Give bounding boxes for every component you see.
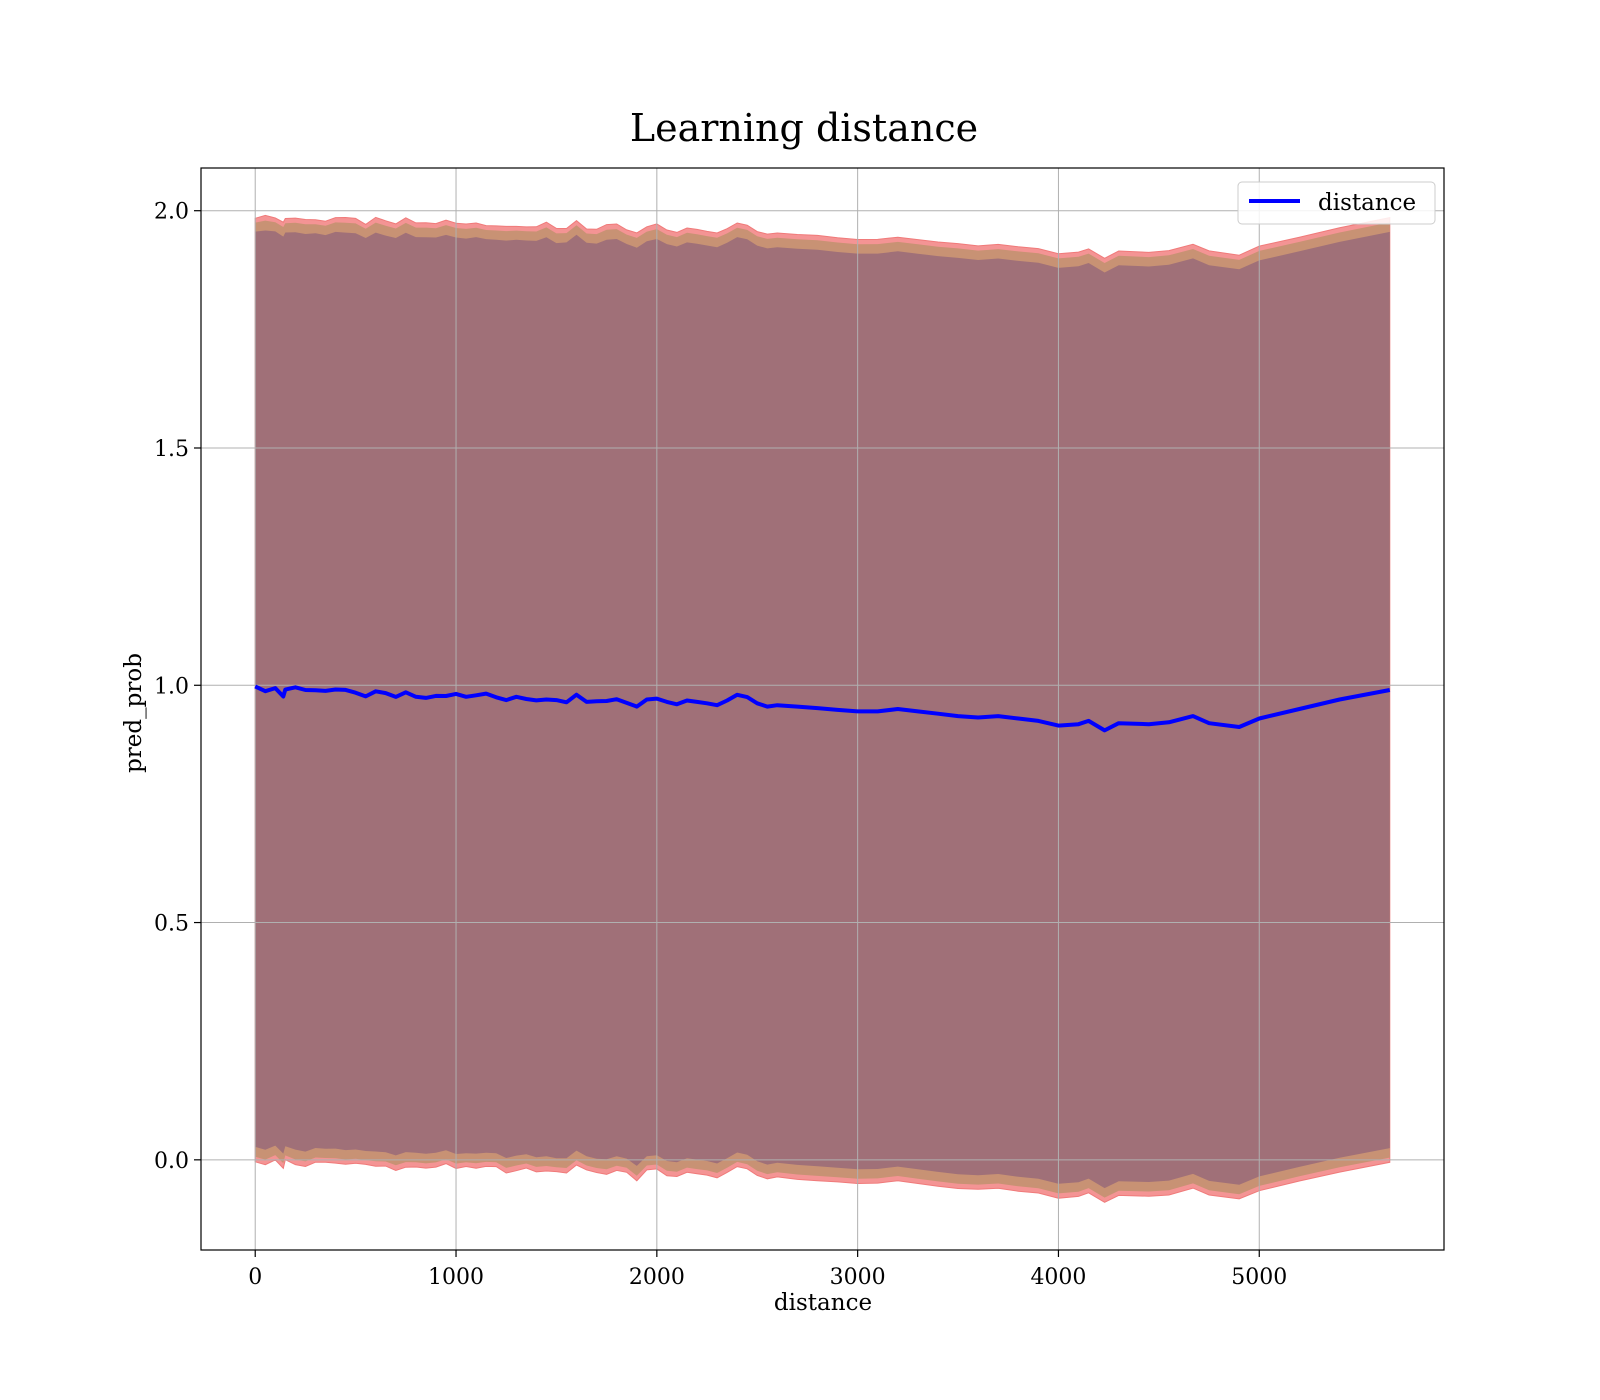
y-tick-label: 1.0 (154, 674, 189, 699)
y-tick-label: 1.5 (154, 437, 189, 462)
plot-area: 0 1000 2000 3000 4000 5000 0.0 0.5 1.0 1.5 2.0 (154, 167, 1445, 1290)
series-line-distance (254, 684, 1391, 733)
x-axis-label: distance (774, 1290, 872, 1316)
x-tick-label: 5000 (1231, 1265, 1287, 1290)
axes-frame (200, 167, 1445, 1251)
chart-title: Learning distance (630, 106, 978, 150)
x-tick-label: 4000 (1030, 1265, 1086, 1290)
x-tick-label: 1000 (428, 1265, 484, 1290)
x-tick-label: 3000 (830, 1265, 886, 1290)
legend-box (1237, 181, 1436, 225)
legend: distance (1237, 181, 1436, 225)
x-tick-label: 2000 (629, 1265, 685, 1290)
y-tick-label: 0.5 (154, 912, 189, 937)
y-tick-label: 0.0 (154, 1149, 189, 1174)
legend-label-distance: distance (1318, 190, 1416, 216)
y-axis-label: pred_prob (121, 653, 147, 773)
plot-clipped-group (201, 168, 1444, 1250)
x-tick-label: 0 (248, 1265, 262, 1290)
y-tick-label: 2.0 (154, 200, 189, 225)
